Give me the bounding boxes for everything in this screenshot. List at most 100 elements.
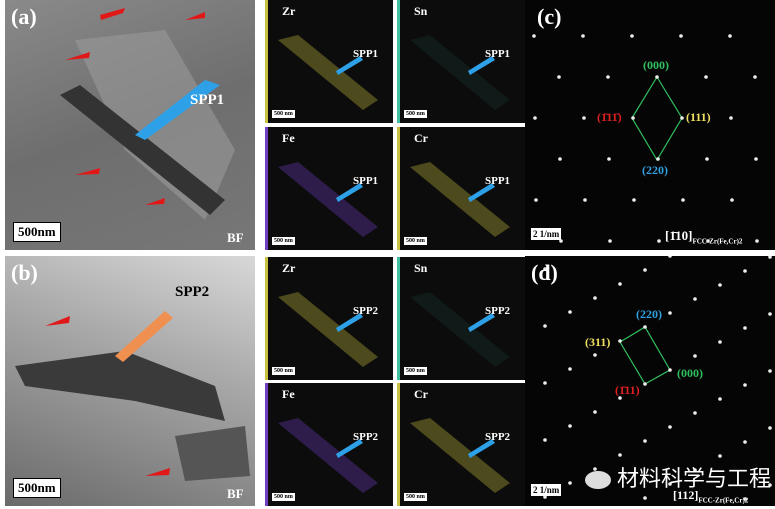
scale-bar: 500 nm bbox=[404, 493, 427, 501]
arrow bbox=[468, 313, 495, 332]
diffraction-spot bbox=[568, 367, 572, 371]
diffraction-spot bbox=[718, 283, 722, 287]
zone-index: [112] bbox=[673, 488, 699, 502]
diffraction-spot bbox=[706, 239, 710, 243]
diffraction-spot bbox=[558, 157, 562, 161]
diffraction-spot bbox=[568, 424, 572, 428]
spot-index-top: (000) bbox=[643, 58, 669, 72]
orange-arrow bbox=[115, 311, 173, 362]
diffraction-spot bbox=[768, 483, 772, 487]
eds-map-fe: Fe SPP2 500 nm bbox=[265, 383, 393, 506]
element-signal bbox=[410, 162, 510, 237]
diffraction-spot bbox=[593, 353, 597, 357]
diffraction-spot bbox=[581, 34, 585, 38]
element-label: Zr bbox=[282, 4, 296, 18]
diffraction-spot bbox=[728, 34, 732, 38]
diffraction-spot bbox=[679, 34, 683, 38]
diffraction-spot bbox=[693, 411, 697, 415]
diffraction-spot bbox=[743, 497, 747, 501]
arrow bbox=[468, 183, 495, 202]
eds-map-sn: Sn SPP2 500 nm bbox=[397, 257, 525, 380]
diffraction-spot bbox=[608, 239, 612, 243]
eds-map-cr: Cr SPP1 500 nm bbox=[397, 127, 525, 250]
diffraction-spot bbox=[593, 467, 597, 471]
spot-index-bottom: (1̄11) bbox=[615, 383, 640, 397]
particle-label: SPP1 bbox=[190, 92, 225, 108]
spot-index-left: (1̄11̄) bbox=[597, 110, 622, 124]
diffraction-spot bbox=[543, 438, 547, 442]
eds-map-cr: Cr SPP2 500 nm bbox=[397, 383, 525, 506]
diffraction-spot bbox=[568, 481, 572, 485]
diffraction-spot bbox=[557, 75, 561, 79]
diffraction-spot bbox=[643, 439, 647, 443]
arrow bbox=[468, 439, 495, 458]
diffraction-spot bbox=[768, 256, 772, 259]
red-arrows bbox=[65, 8, 205, 205]
spot-index-bottom: (220) bbox=[642, 163, 668, 177]
particle-label: SPP2 bbox=[485, 305, 511, 317]
scale-bar: 500 nm bbox=[272, 237, 295, 245]
phase-label: FCC-Zr(Fe,Cr)2 bbox=[698, 496, 749, 505]
spot-index-right: (000) bbox=[677, 366, 703, 380]
zone-axis: [112]FCC-Zr(Fe,Cr)2 bbox=[673, 488, 748, 504]
scale-bar: 500 nm bbox=[404, 237, 427, 245]
diffraction-spot bbox=[693, 297, 697, 301]
particle-label: SPP1 bbox=[353, 48, 379, 60]
panel-a-bf-image: (a) SPP1 BF 500nm bbox=[5, 0, 255, 250]
spot-index-top: (220) bbox=[636, 307, 662, 321]
arrow bbox=[336, 313, 363, 332]
diffraction-spot bbox=[743, 440, 747, 444]
diffraction-spot bbox=[768, 312, 772, 316]
diffraction-spot bbox=[593, 410, 597, 414]
wechat-icon bbox=[585, 471, 611, 489]
diffraction-spot bbox=[618, 339, 622, 343]
diffraction-spot bbox=[704, 75, 708, 79]
diffraction-spot bbox=[568, 310, 572, 314]
diffraction-spot bbox=[705, 157, 709, 161]
diffraction-spot bbox=[643, 382, 647, 386]
panel-d-diffraction: (d) (220) (311) (000) (1̄11) 材料科学与工程 2 1… bbox=[525, 256, 775, 506]
diffraction-spot bbox=[718, 397, 722, 401]
diffraction-spot bbox=[631, 116, 635, 120]
diffraction-spot bbox=[534, 198, 538, 202]
mode-label: BF bbox=[227, 230, 244, 245]
diffraction-spot bbox=[718, 454, 722, 458]
scale-bar: 2 1/nm bbox=[531, 228, 562, 240]
element-label: Zr bbox=[282, 261, 296, 275]
diffraction-spot bbox=[668, 425, 672, 429]
diffraction-spot bbox=[532, 34, 536, 38]
arrow bbox=[336, 183, 363, 202]
diffraction-spot bbox=[743, 269, 747, 273]
scale-bar: 2 1/nm bbox=[531, 484, 562, 496]
element-label: Cr bbox=[414, 387, 428, 401]
diffraction-spot bbox=[582, 116, 586, 120]
spot-index-left: (311) bbox=[585, 335, 611, 349]
scale-bar: 500 nm bbox=[272, 493, 295, 501]
diffraction-spot bbox=[657, 239, 661, 243]
blue-arrow bbox=[135, 80, 220, 140]
diffraction-spot bbox=[643, 496, 647, 500]
element-signal bbox=[410, 35, 510, 110]
diffraction-spot bbox=[533, 116, 537, 120]
diffraction-spot bbox=[668, 311, 672, 315]
particle-label: SPP2 bbox=[353, 305, 379, 317]
diffraction-spot bbox=[680, 116, 684, 120]
diffraction-spot bbox=[668, 482, 672, 486]
scale-bar: 500 nm bbox=[404, 367, 427, 375]
diffraction-spot bbox=[753, 75, 757, 79]
diffraction-spot bbox=[655, 75, 659, 79]
diffraction-spot bbox=[632, 198, 636, 202]
particle-label: SPP1 bbox=[485, 48, 511, 60]
element-label: Fe bbox=[282, 387, 295, 401]
eds-map-sn: Sn SPP1 500 nm bbox=[397, 0, 525, 123]
element-signal bbox=[410, 418, 510, 493]
diffraction-spot bbox=[543, 324, 547, 328]
scale-bar: 500nm bbox=[13, 478, 61, 498]
panel-label: (b) bbox=[11, 260, 38, 285]
particle-label: SPP1 bbox=[485, 175, 511, 187]
mode-label: BF bbox=[227, 486, 244, 501]
particle-label: SPP1 bbox=[353, 175, 379, 187]
particle-label: SPP2 bbox=[485, 431, 511, 443]
diffraction-spot bbox=[583, 198, 587, 202]
diffraction-spot bbox=[543, 495, 547, 499]
